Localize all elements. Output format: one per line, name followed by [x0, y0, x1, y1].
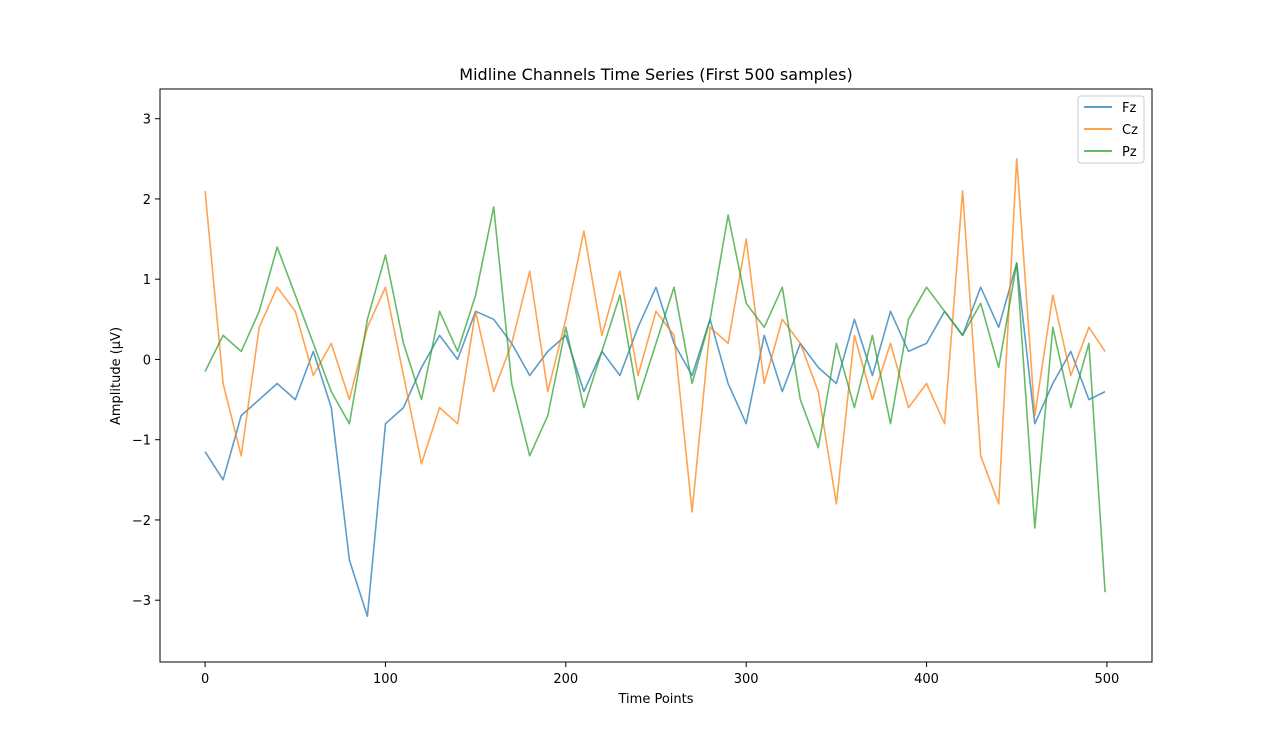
y-axis: −3 −2 −1 0 1 2 3 [132, 113, 160, 609]
series-line-cz [204, 158, 1106, 513]
y-tick-label: 3 [143, 113, 151, 128]
chart-title: Midline Channels Time Series (First 500 … [459, 65, 852, 84]
x-tick-label: 200 [553, 672, 578, 687]
plot-area-frame [159, 88, 1153, 663]
legend-label-pz: Pz [1122, 145, 1137, 160]
y-tick-label: −1 [132, 434, 151, 449]
x-tick-label: 100 [373, 672, 398, 687]
y-tick-label: 1 [143, 273, 151, 288]
x-tick-label: 300 [734, 672, 759, 687]
y-tick-label: −2 [132, 514, 151, 529]
y-axis-label: Amplitude (µV) [109, 327, 124, 425]
y-tick-label: −3 [132, 594, 151, 609]
y-tick-label: 2 [143, 193, 151, 208]
x-tick-label: 500 [1094, 672, 1119, 687]
x-axis-label: Time Points [618, 692, 694, 707]
series-line-pz [204, 206, 1106, 593]
legend-label-cz: Cz [1122, 123, 1138, 138]
legend-label-fz: Fz [1122, 101, 1136, 116]
x-axis: 0 100 200 300 400 500 [201, 662, 1119, 687]
plot-series-group [204, 158, 1106, 618]
y-tick-label: 0 [143, 353, 151, 368]
x-tick-label: 0 [201, 672, 209, 687]
x-tick-label: 400 [914, 672, 939, 687]
legend: Fz Cz Pz [1077, 95, 1145, 164]
